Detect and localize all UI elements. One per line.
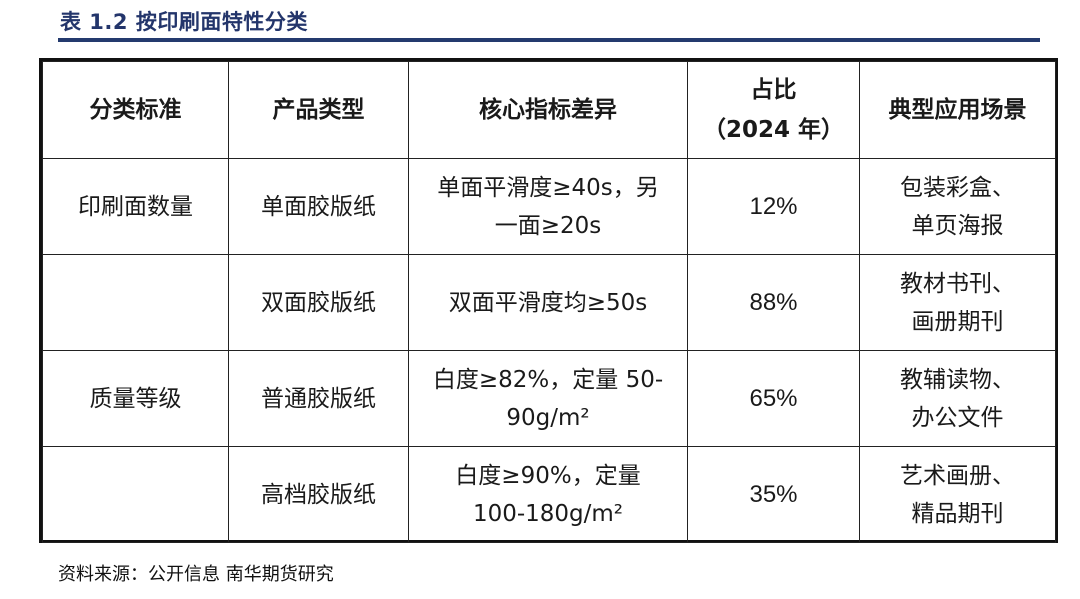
header-diff: 核心指标差异 xyxy=(408,61,688,159)
cell-scene-line1: 包装彩盒、 xyxy=(900,174,1015,201)
header-share: 占比 （2024 年） xyxy=(687,61,860,159)
table-row: 质量等级 普通胶版纸 白度≥82%，定量 50- 90g/m² 65% 教辅读物… xyxy=(42,350,1056,447)
caption-divider xyxy=(58,38,1040,42)
cell-category xyxy=(42,254,229,351)
cell-diff: 白度≥82%，定量 50- 90g/m² xyxy=(408,350,688,447)
cell-product: 普通胶版纸 xyxy=(228,350,409,447)
cell-product: 双面胶版纸 xyxy=(228,254,409,351)
header-product: 产品类型 xyxy=(228,61,409,159)
cell-scene: 包装彩盒、 单页海报 xyxy=(859,158,1056,255)
header-category: 分类标准 xyxy=(42,61,229,159)
cell-diff-line2: 90g/m² xyxy=(506,404,590,431)
cell-share: 88% xyxy=(687,254,860,351)
cell-diff-line1: 白度≥82%，定量 50- xyxy=(432,366,664,393)
cell-scene-line1: 艺术画册、 xyxy=(900,462,1015,489)
cell-scene-line2: 单页海报 xyxy=(911,212,1004,239)
cell-share: 12% xyxy=(687,158,860,255)
cell-scene-line2: 办公文件 xyxy=(911,404,1004,431)
cell-scene-line1: 教材书刊、 xyxy=(900,270,1015,297)
cell-scene: 教材书刊、 画册期刊 xyxy=(859,254,1056,351)
cell-category: 印刷面数量 xyxy=(42,158,229,255)
cell-scene: 教辅读物、 办公文件 xyxy=(859,350,1056,447)
cell-diff-line2: 一面≥20s xyxy=(494,212,602,239)
cell-share: 35% xyxy=(687,446,860,543)
cell-scene-line2: 画册期刊 xyxy=(911,308,1004,335)
cell-share: 65% xyxy=(687,350,860,447)
header-share-line1: 占比 xyxy=(750,77,797,103)
cell-scene-line2: 精品期刊 xyxy=(911,500,1004,527)
cell-scene-line1: 教辅读物、 xyxy=(900,366,1015,393)
cell-diff-line1: 单面平滑度≥40s，另 xyxy=(437,174,659,201)
cell-diff: 双面平滑度均≥50s xyxy=(408,254,688,351)
cell-product: 高档胶版纸 xyxy=(228,446,409,543)
cell-diff: 白度≥90%，定量 100-180g/m² xyxy=(408,446,688,543)
table-row: 印刷面数量 单面胶版纸 单面平滑度≥40s，另 一面≥20s 12% 包装彩盒、… xyxy=(42,158,1056,255)
source-note: 资料来源：公开信息 南华期货研究 xyxy=(58,564,334,585)
cell-product: 单面胶版纸 xyxy=(228,158,409,255)
cell-diff-line1: 白度≥90%，定量 xyxy=(455,462,641,489)
header-share-line2: （2024 年） xyxy=(702,117,845,143)
cell-category xyxy=(42,446,229,543)
table-row: 双面胶版纸 双面平滑度均≥50s 88% 教材书刊、 画册期刊 xyxy=(42,254,1056,351)
header-scene: 典型应用场景 xyxy=(859,61,1056,159)
table-row: 高档胶版纸 白度≥90%，定量 100-180g/m² 35% 艺术画册、 精品… xyxy=(42,446,1056,543)
table-header-row: 分类标准 产品类型 核心指标差异 占比 （2024 年） 典型应用场景 xyxy=(42,61,1056,159)
cell-diff-line1: 双面平滑度均≥50s xyxy=(448,289,648,316)
cell-diff-line2: 100-180g/m² xyxy=(472,500,624,527)
cell-scene: 艺术画册、 精品期刊 xyxy=(859,446,1056,543)
cell-category: 质量等级 xyxy=(42,350,229,447)
table-caption: 表 1.2 按印刷面特性分类 xyxy=(60,10,308,34)
cell-diff: 单面平滑度≥40s，另 一面≥20s xyxy=(408,158,688,255)
classification-table: 分类标准 产品类型 核心指标差异 占比 （2024 年） 典型应用场景 印刷面数… xyxy=(39,58,1058,543)
